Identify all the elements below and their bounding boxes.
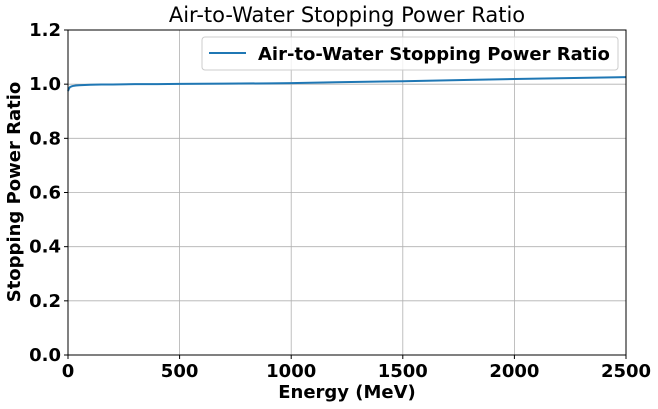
y-tick-label: 0.8 — [29, 128, 61, 149]
y-tick-label: 0.0 — [29, 345, 61, 366]
series-layer — [67, 76, 627, 92]
chart-title: Air-to-Water Stopping Power Ratio — [169, 3, 525, 27]
legend: Air-to-Water Stopping Power Ratio — [201, 36, 619, 71]
y-tick-label: 0.4 — [29, 237, 61, 258]
legend-box — [201, 36, 619, 71]
y-axis-ticks: 0.0 0.2 0.4 0.6 0.8 1.0 1.2 — [29, 20, 68, 366]
y-tick-label: 1.2 — [29, 20, 61, 41]
x-tick-label: 500 — [161, 361, 199, 382]
x-tick-label: 1000 — [266, 361, 316, 382]
y-tick-label: 0.2 — [29, 291, 61, 312]
x-axis-ticks: 0 500 1000 1500 2000 2500 — [62, 355, 651, 382]
legend-label: Air-to-Water Stopping Power Ratio — [258, 44, 610, 65]
x-tick-label: 0 — [62, 361, 75, 382]
series-line — [67, 76, 627, 92]
y-axis-label: Stopping Power Ratio — [4, 82, 25, 303]
y-tick-label: 1.0 — [29, 74, 61, 95]
x-tick-label: 2000 — [489, 361, 539, 382]
x-tick-label: 2500 — [601, 361, 651, 382]
x-tick-label: 1500 — [378, 361, 428, 382]
y-tick-label: 0.6 — [29, 183, 61, 204]
x-axis-label: Energy (MeV) — [278, 382, 416, 403]
